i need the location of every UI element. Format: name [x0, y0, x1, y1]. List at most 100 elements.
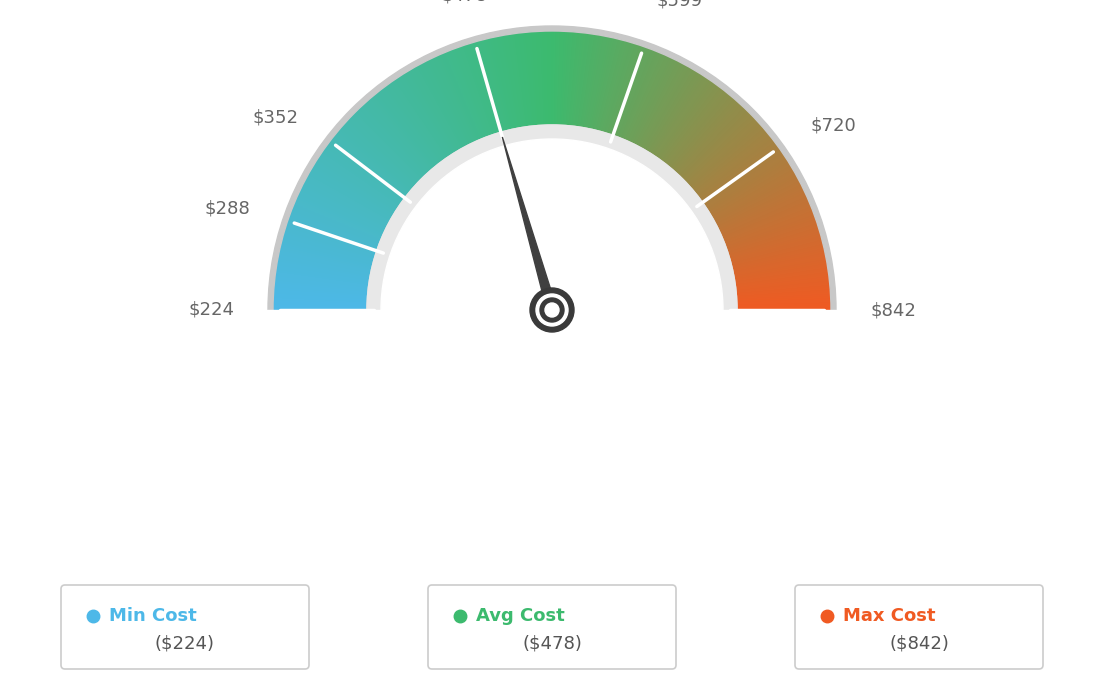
Wedge shape: [382, 140, 722, 310]
Wedge shape: [485, 38, 512, 145]
Wedge shape: [560, 30, 567, 140]
Wedge shape: [702, 179, 800, 232]
Wedge shape: [318, 155, 411, 217]
Wedge shape: [342, 124, 425, 197]
Wedge shape: [688, 142, 777, 209]
Wedge shape: [620, 54, 667, 155]
Wedge shape: [716, 238, 824, 268]
Wedge shape: [482, 38, 511, 146]
Wedge shape: [686, 137, 773, 206]
Wedge shape: [427, 59, 477, 158]
Wedge shape: [283, 232, 389, 264]
Wedge shape: [528, 31, 539, 141]
Wedge shape: [700, 173, 797, 228]
Wedge shape: [593, 38, 622, 146]
Wedge shape: [278, 247, 386, 273]
Wedge shape: [326, 144, 415, 210]
Wedge shape: [328, 140, 417, 208]
Wedge shape: [648, 79, 711, 170]
Wedge shape: [572, 32, 587, 141]
Wedge shape: [286, 221, 391, 257]
Wedge shape: [585, 35, 608, 144]
Wedge shape: [471, 41, 505, 147]
Wedge shape: [699, 169, 795, 226]
Wedge shape: [661, 96, 734, 181]
Wedge shape: [300, 185, 400, 235]
Wedge shape: [670, 109, 749, 189]
Wedge shape: [335, 132, 421, 203]
Circle shape: [530, 288, 574, 332]
Wedge shape: [273, 288, 382, 298]
Wedge shape: [279, 245, 386, 272]
Wedge shape: [305, 177, 402, 230]
Wedge shape: [385, 83, 452, 173]
Wedge shape: [677, 120, 760, 195]
Text: Avg Cost: Avg Cost: [476, 607, 565, 624]
Wedge shape: [543, 30, 548, 140]
Text: Max Cost: Max Cost: [843, 607, 935, 624]
Wedge shape: [487, 37, 513, 145]
Wedge shape: [578, 33, 598, 142]
Wedge shape: [722, 308, 832, 310]
Wedge shape: [435, 55, 482, 156]
Wedge shape: [691, 149, 783, 213]
Text: ($224): ($224): [155, 635, 215, 653]
Wedge shape: [611, 48, 651, 151]
Wedge shape: [347, 118, 428, 195]
Text: $224: $224: [188, 301, 234, 319]
Wedge shape: [702, 177, 799, 230]
Wedge shape: [704, 187, 805, 237]
Wedge shape: [595, 39, 626, 146]
Wedge shape: [715, 232, 821, 264]
Wedge shape: [290, 209, 393, 250]
Wedge shape: [576, 33, 594, 142]
Wedge shape: [537, 30, 544, 140]
Wedge shape: [636, 67, 692, 163]
Wedge shape: [668, 104, 744, 186]
Wedge shape: [274, 282, 383, 294]
Wedge shape: [703, 181, 802, 233]
Wedge shape: [581, 34, 603, 143]
Wedge shape: [437, 54, 484, 155]
Wedge shape: [301, 183, 401, 234]
Wedge shape: [412, 67, 468, 163]
Wedge shape: [274, 279, 383, 293]
Wedge shape: [633, 63, 687, 161]
Wedge shape: [333, 133, 421, 204]
Wedge shape: [681, 128, 766, 201]
Wedge shape: [288, 213, 393, 253]
Wedge shape: [719, 255, 827, 278]
Wedge shape: [399, 75, 459, 168]
Wedge shape: [461, 44, 498, 149]
Wedge shape: [704, 185, 804, 235]
Wedge shape: [635, 66, 691, 162]
Wedge shape: [722, 297, 831, 304]
Wedge shape: [694, 158, 788, 219]
Wedge shape: [274, 277, 383, 291]
Wedge shape: [275, 266, 384, 285]
Wedge shape: [534, 30, 543, 140]
Wedge shape: [433, 56, 481, 156]
Wedge shape: [715, 230, 821, 263]
Wedge shape: [712, 215, 816, 254]
Wedge shape: [404, 71, 464, 166]
Wedge shape: [665, 100, 739, 184]
Wedge shape: [606, 44, 643, 149]
Wedge shape: [708, 199, 810, 244]
Wedge shape: [400, 74, 460, 167]
Wedge shape: [410, 68, 467, 164]
Wedge shape: [721, 277, 830, 291]
Wedge shape: [570, 32, 583, 141]
Wedge shape: [711, 209, 814, 250]
Wedge shape: [693, 155, 786, 217]
Wedge shape: [466, 43, 501, 148]
Wedge shape: [312, 164, 407, 222]
Wedge shape: [373, 93, 445, 179]
Wedge shape: [464, 43, 499, 149]
Wedge shape: [402, 72, 463, 166]
Wedge shape: [586, 36, 611, 144]
Wedge shape: [327, 142, 416, 209]
Wedge shape: [697, 164, 792, 222]
Wedge shape: [307, 173, 404, 228]
Wedge shape: [421, 61, 474, 160]
